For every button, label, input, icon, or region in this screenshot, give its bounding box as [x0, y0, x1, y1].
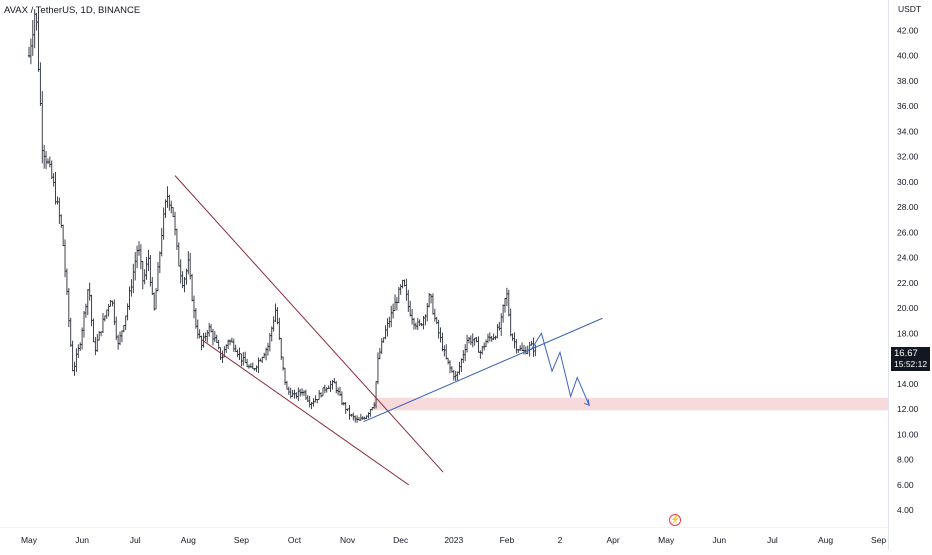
price-tick-label: 8.00: [897, 455, 914, 465]
time-axis-divider: [0, 527, 888, 528]
price-tick-label: 6.00: [897, 480, 914, 490]
time-tick-label: Sep: [234, 535, 249, 545]
time-tick-label: May: [658, 535, 675, 545]
price-tick-label: 36.00: [897, 101, 919, 111]
lightning-event-icon[interactable]: ⚡: [669, 514, 681, 526]
projected-arrowhead: [584, 399, 590, 407]
time-tick-label: May: [21, 535, 38, 545]
time-tick-label: Apr: [606, 535, 619, 545]
time-tick-label: Aug: [181, 535, 196, 545]
price-tick-label: 14.00: [897, 379, 919, 389]
time-tick-label: Sep: [871, 535, 886, 545]
time-tick-label: Feb: [500, 535, 515, 545]
time-tick-label: Jun: [712, 535, 726, 545]
projected-path[interactable]: [530, 332, 590, 406]
price-tick-label: 20.00: [897, 303, 919, 313]
price-tick-label: 4.00: [897, 505, 914, 515]
time-tick-label: Jul: [767, 535, 778, 545]
time-tick-label: Dec: [393, 535, 409, 545]
price-tick-label: 26.00: [897, 227, 919, 237]
time-tick-label: Nov: [340, 535, 356, 545]
falling-wedge-upper-trendline[interactable]: [174, 175, 444, 473]
time-tick-label: 2023: [444, 535, 463, 545]
price-tick-label: 42.00: [897, 26, 919, 36]
price-tick-label: 10.00: [897, 429, 919, 439]
price-tick-label: 34.00: [897, 126, 919, 136]
last-price-tag: 16.67 15:52:12: [891, 347, 930, 371]
price-tick-label: 22.00: [897, 278, 919, 288]
symbol-title[interactable]: AVAX / TetherUS, 1D, BINANCE: [4, 5, 141, 16]
time-tick-label: Oct: [288, 535, 302, 545]
price-tick-label: 12.00: [897, 404, 919, 414]
price-tick-label: 32.00: [897, 152, 919, 162]
time-tick-label: Aug: [818, 535, 833, 545]
bar-countdown: 15:52:12: [894, 359, 928, 369]
last-price-value: 16.67: [894, 348, 918, 359]
support-zone[interactable]: [374, 397, 888, 411]
price-tick-label: 28.00: [897, 202, 919, 212]
time-tick-label: Jun: [75, 535, 89, 545]
price-tick-label: 40.00: [897, 51, 919, 61]
rising-support-trendline[interactable]: [363, 317, 603, 423]
falling-wedge-lower-trendline[interactable]: [201, 339, 409, 486]
price-tick-label: 30.00: [897, 177, 919, 187]
price-tick-label: 18.00: [897, 328, 919, 338]
price-axis[interactable]: [888, 0, 932, 550]
price-tick-label: 38.00: [897, 76, 919, 86]
price-axis-unit: USDT: [898, 4, 921, 14]
price-tick-label: 24.00: [897, 253, 919, 263]
time-tick-label: 2: [558, 535, 563, 545]
time-tick-label: Jul: [130, 535, 141, 545]
